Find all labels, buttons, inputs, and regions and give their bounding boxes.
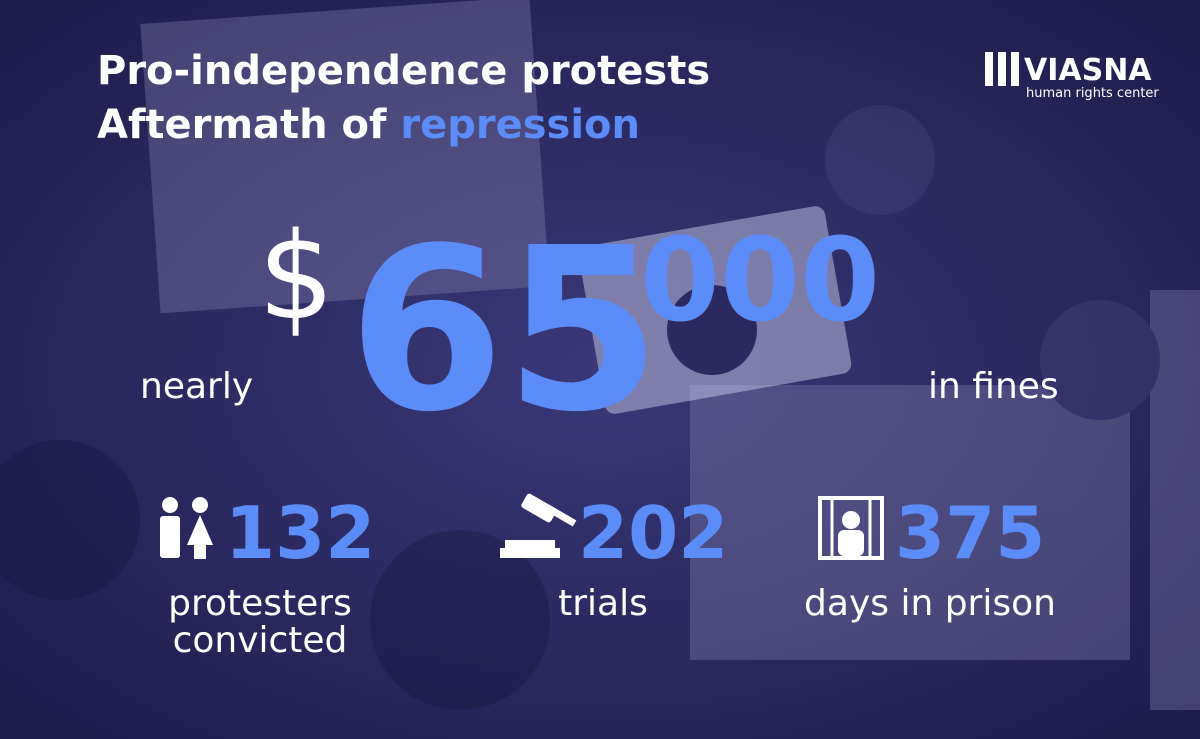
currency-symbol: $ bbox=[258, 208, 334, 347]
logo-bar bbox=[998, 52, 1006, 86]
prison-icon bbox=[818, 496, 884, 560]
stat-label: trials bbox=[558, 583, 648, 624]
title-line1: Pro-independence protests bbox=[97, 48, 710, 94]
stat-label: protesters bbox=[168, 583, 352, 624]
fine-prefix: nearly bbox=[140, 366, 253, 407]
stat-value: 375 bbox=[895, 491, 1045, 575]
fine-thousands: 000 bbox=[640, 214, 880, 348]
logo-bar bbox=[985, 52, 993, 86]
logo: VIASNA human rights center bbox=[985, 52, 1159, 101]
logo-tagline: human rights center bbox=[1026, 86, 1159, 101]
people-icon bbox=[160, 497, 213, 559]
title-highlight: repression bbox=[400, 102, 640, 148]
logo-name: VIASNA bbox=[1024, 53, 1152, 88]
logo-bar bbox=[1011, 52, 1019, 86]
stat-label: days in prison bbox=[804, 583, 1056, 624]
title-line2: Aftermath of repression bbox=[97, 102, 640, 148]
gavel-icon bbox=[500, 493, 577, 558]
title-prefix: Aftermath of bbox=[97, 102, 387, 148]
stat-value: 132 bbox=[225, 491, 375, 575]
photo-backdrop bbox=[0, 0, 1200, 710]
stat-value: 202 bbox=[578, 491, 728, 575]
money-icon bbox=[578, 206, 852, 414]
fine-amount: 65 bbox=[348, 200, 661, 462]
stat-label: convicted bbox=[173, 620, 348, 661]
fine-suffix: in fines bbox=[928, 366, 1059, 407]
